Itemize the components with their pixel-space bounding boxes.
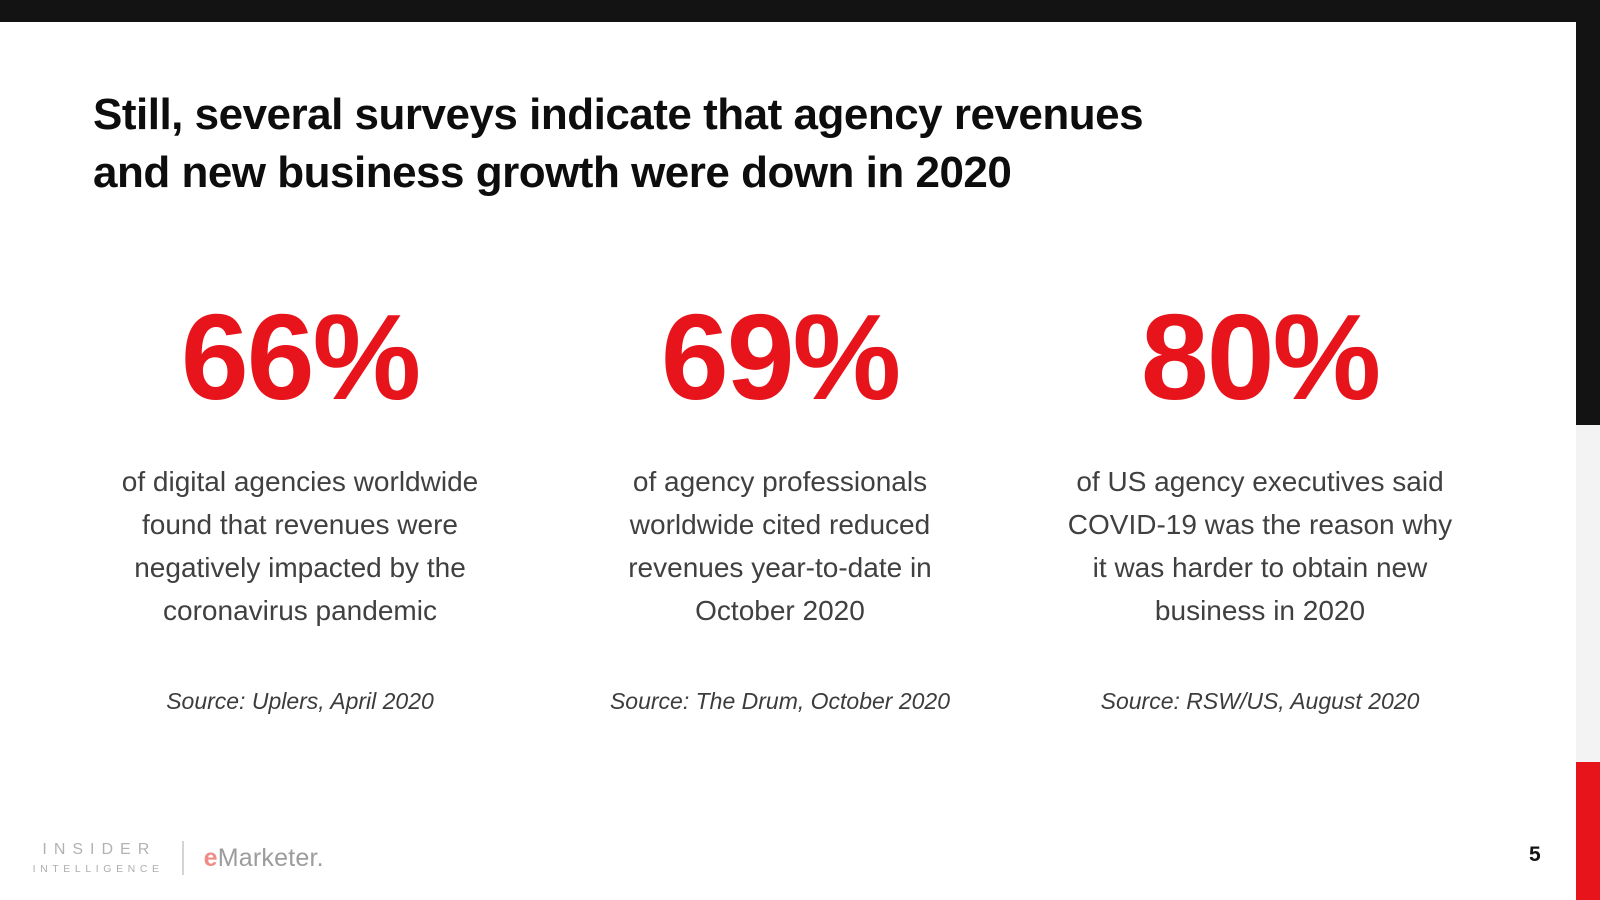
logo-divider (181, 841, 184, 875)
stat-column-agency-professionals: 69% of agency professionals worldwide ci… (540, 296, 1020, 715)
stat-column-digital-agencies: 66% of digital agencies worldwide found … (60, 296, 540, 715)
page-number: 5 (1529, 843, 1541, 866)
footer-brand: INSIDER INTELLIGENCE eMarketer. (28, 841, 324, 875)
stat-value: 80% (1140, 289, 1381, 425)
stat-description: of agency professionals worldwide cited … (628, 466, 932, 626)
emarketer-logo-e: e (203, 843, 218, 872)
slide-title: Still, several surveys indicate that age… (93, 86, 1144, 202)
stat-value: 69% (660, 289, 901, 425)
stat-source: Source: The Drum, October 2020 (609, 688, 951, 714)
stat-column-us-agency-executives: 80% of US agency executives said COVID-1… (1020, 296, 1500, 715)
stat-description: of US agency executives said COVID-19 wa… (1067, 466, 1453, 626)
slide-title-line-2: and new business growth were down in 202… (93, 148, 1012, 197)
emarketer-logo-rest: Marketer. (217, 843, 324, 872)
stat-source: Source: RSW/US, August 2020 (1100, 688, 1420, 714)
insider-intelligence-logo: INSIDER INTELLIGENCE (28, 841, 164, 875)
insider-logo-subtext: INTELLIGENCE (32, 863, 164, 875)
right-edge-strip-black (1576, 0, 1600, 425)
top-accent-bar (0, 0, 1600, 22)
insider-logo-wordmark: INSIDER (42, 841, 157, 858)
emarketer-logo-wordmark: eMarketer. (204, 844, 324, 873)
stat-source: Source: Uplers, April 2020 (166, 688, 434, 714)
right-edge-strip-gray (1576, 425, 1600, 762)
right-edge-strip-red (1576, 762, 1600, 900)
slide-title-line-1: Still, several surveys indicate that age… (93, 90, 1144, 139)
stat-description: of digital agencies worldwide found that… (121, 466, 479, 626)
stat-value: 66% (180, 289, 421, 425)
stats-row: 66% of digital agencies worldwide found … (60, 296, 1500, 715)
